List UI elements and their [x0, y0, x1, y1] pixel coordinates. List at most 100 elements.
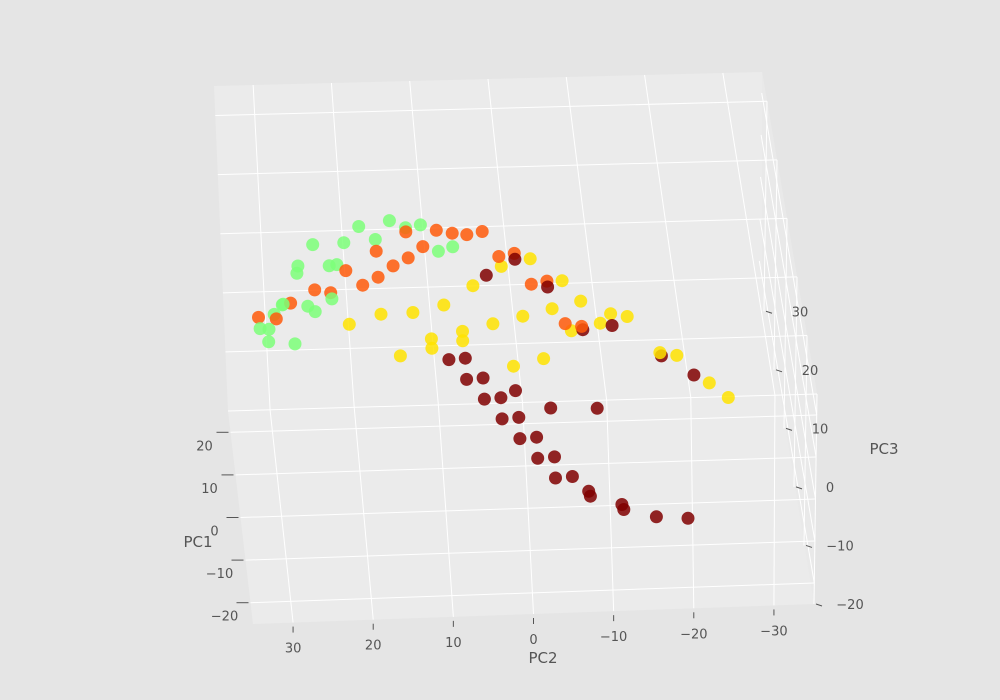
z-tick-label: 0	[826, 481, 834, 496]
data-point-series-3	[549, 471, 562, 485]
data-point-series-0	[337, 236, 351, 250]
y-tick-label: −10	[600, 630, 627, 645]
grid-line-side-z	[783, 218, 788, 429]
data-point-series-3	[508, 252, 522, 266]
grid-line-back-y	[644, 74, 692, 398]
data-point-series-0	[291, 259, 305, 273]
grid-line-back-z	[215, 100, 768, 117]
data-point-series-1	[475, 225, 489, 238]
data-point-series-1	[401, 251, 415, 265]
data-point-series-2	[494, 259, 508, 273]
z-axis-label: PC3	[869, 440, 898, 458]
x-axis-label: PC1	[183, 533, 212, 551]
grid-line-floor-y	[437, 404, 454, 617]
data-point-series-0	[413, 218, 427, 232]
data-point-series-0	[276, 297, 290, 311]
grid-line-side-z	[763, 101, 768, 312]
grid-line-side-x	[759, 218, 816, 542]
grid-line-back-y	[252, 84, 271, 410]
x-tick-label: 10	[201, 482, 218, 497]
data-point-series-1	[492, 250, 506, 263]
grid-line-back-z	[220, 217, 788, 235]
data-point-series-1	[369, 244, 383, 258]
grid-line-floor-y	[690, 397, 695, 609]
data-point-series-3	[615, 498, 629, 511]
grid-line-side-x	[760, 176, 816, 500]
data-point-series-3	[494, 391, 508, 405]
z-tick-mark	[815, 603, 823, 607]
data-point-series-1	[356, 278, 370, 292]
data-point-series-3	[590, 401, 604, 415]
data-point-series-1	[386, 259, 400, 273]
data-point-series-2	[537, 352, 551, 366]
data-point-series-0	[382, 214, 396, 228]
data-point-series-0	[352, 220, 366, 233]
data-point-series-1	[252, 310, 265, 324]
data-point-series-1	[445, 226, 459, 240]
data-point-series-2	[670, 348, 684, 362]
y-axis-label: PC2	[528, 649, 557, 667]
grid-line-floor-y	[269, 409, 294, 623]
data-point-series-1	[399, 225, 413, 239]
data-point-series-2	[406, 306, 420, 319]
y-tick-label: 10	[445, 636, 462, 651]
grid-line-back-y	[565, 76, 608, 401]
data-point-series-2	[620, 310, 634, 323]
data-point-series-3	[649, 510, 663, 524]
z-tick-label: 20	[802, 364, 819, 379]
data-point-series-0	[431, 244, 445, 258]
x-tick-label: 0	[210, 525, 218, 540]
data-point-series-0	[262, 335, 276, 349]
data-point-series-2	[425, 341, 439, 355]
data-point-series-3	[512, 410, 526, 424]
data-point-series-2	[516, 309, 530, 323]
grid-line-side-x	[760, 134, 817, 458]
z-tick-mark	[805, 544, 813, 548]
y-tick-label: 30	[285, 642, 302, 657]
data-point-series-1	[269, 312, 283, 326]
x-tick-label: 20	[196, 439, 213, 454]
data-point-series-2	[593, 316, 607, 330]
data-point-series-2	[456, 334, 470, 348]
data-point-series-3	[541, 280, 555, 294]
data-point-series-0	[368, 233, 382, 246]
z-tick-mark	[785, 427, 793, 431]
pane-back	[214, 72, 817, 411]
data-point-series-3	[687, 368, 701, 382]
grid-line-floor-y	[353, 407, 374, 620]
grid-line-side-x	[761, 92, 818, 416]
data-point-series-1	[558, 317, 572, 331]
y-tick-label: −30	[760, 624, 787, 639]
data-point-series-0	[262, 322, 276, 336]
data-point-series-1	[575, 319, 589, 333]
grid-line-side-z	[813, 393, 818, 605]
data-point-series-1	[308, 283, 322, 297]
data-point-series-3	[605, 319, 619, 332]
data-point-series-3	[530, 430, 544, 444]
scatter-points	[252, 214, 735, 525]
data-point-series-1	[339, 264, 353, 278]
data-point-series-2	[456, 324, 469, 338]
grid-line-back-y	[722, 72, 776, 396]
z-tick-label: 10	[812, 422, 829, 437]
grid-line-side-z	[773, 159, 778, 370]
data-point-series-0	[325, 292, 339, 306]
grid-line-back-y	[487, 78, 523, 403]
data-point-series-2	[507, 359, 520, 373]
data-point-series-3	[582, 484, 596, 498]
data-point-series-3	[544, 401, 558, 415]
grid-line-back-z	[217, 159, 778, 176]
data-point-series-0	[446, 240, 460, 254]
data-point-series-1	[371, 270, 385, 284]
data-point-series-1	[416, 240, 430, 254]
data-point-series-2	[721, 391, 735, 404]
x-tick-label: −10	[206, 567, 233, 582]
data-point-series-2	[545, 302, 559, 316]
data-point-series-0	[322, 259, 336, 273]
data-point-series-0	[288, 337, 302, 351]
grid-line-side-z	[793, 276, 798, 487]
data-point-series-3	[565, 470, 579, 483]
data-point-series-1	[460, 228, 474, 242]
z-tick-mark	[795, 486, 803, 490]
